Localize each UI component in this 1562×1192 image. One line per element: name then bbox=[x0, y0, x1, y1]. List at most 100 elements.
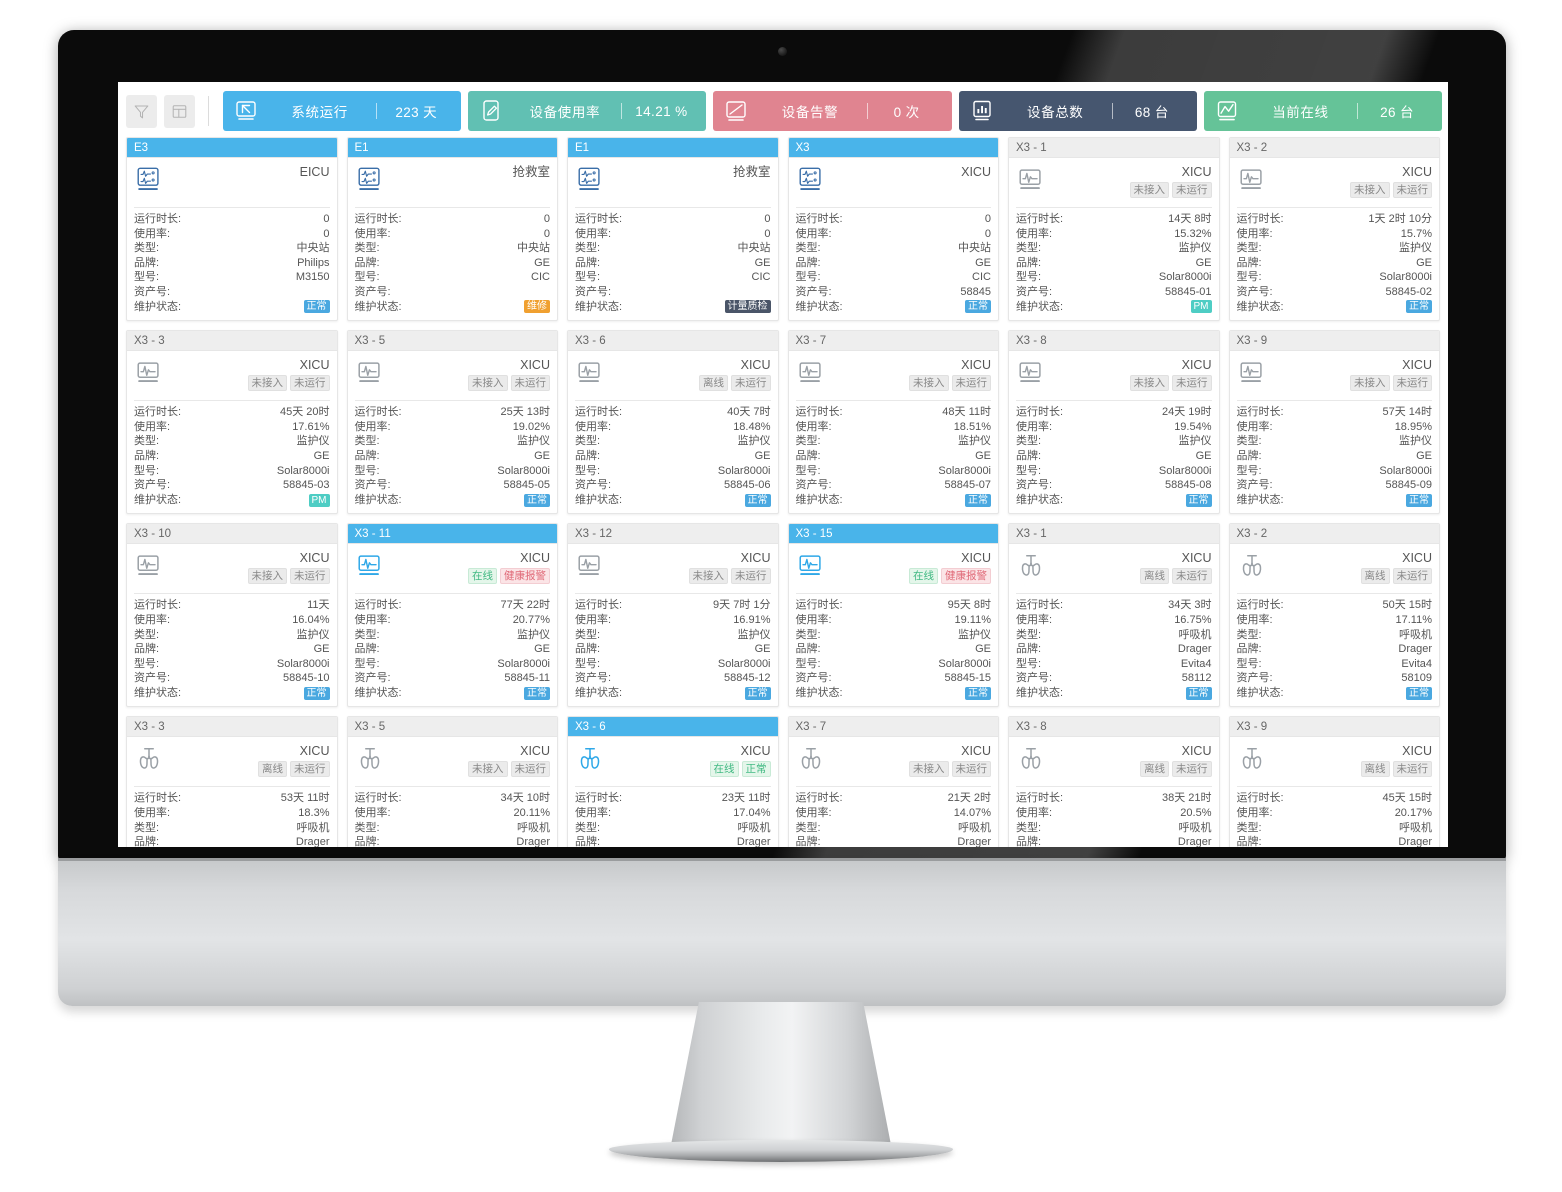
card-title[interactable]: X3 - 9 bbox=[1229, 331, 1439, 352]
runtime-row: 运行时长: 40天 7时 bbox=[575, 405, 771, 420]
kpi-5[interactable]: 当前在线 26 台 bbox=[1203, 91, 1443, 131]
runtime-row-value: 53天 11时 bbox=[280, 792, 330, 805]
card-title[interactable]: X3 - 6 bbox=[568, 717, 778, 738]
kpi-3[interactable]: 设备告警 0 次 bbox=[713, 91, 952, 131]
card-title[interactable]: X3 - 7 bbox=[788, 717, 998, 738]
card-title[interactable]: X3 - 1 bbox=[1009, 138, 1219, 158]
card-title[interactable]: X3 - 15 bbox=[788, 524, 998, 545]
kpi-2[interactable]: 设备使用率 14.21 % bbox=[468, 91, 707, 131]
status-tag: 离线 bbox=[699, 375, 728, 392]
device-card[interactable]: X3 - 9 XICU 未接入 未运行 运行时长: 57天 14时 使用率: 18… bbox=[1228, 330, 1440, 515]
device-card[interactable]: E1 抢救室 运行时长: 0 使用率: 0 bbox=[346, 137, 558, 322]
card-title[interactable]: X3 - 5 bbox=[347, 717, 557, 738]
card-status-area: XICU 未接入 未运行 bbox=[1129, 358, 1212, 392]
model-row: 型号: Solar8000i bbox=[1237, 464, 1433, 479]
brand-row: 品牌: GE bbox=[1016, 449, 1212, 464]
device-card[interactable]: X3 - 6 XICU 离线 未运行 运行时长: 40天 7时 使用率: 18.4… bbox=[567, 330, 779, 515]
card-title[interactable]: X3 - 3 bbox=[127, 331, 337, 352]
filter-button[interactable] bbox=[126, 94, 157, 128]
card-title[interactable]: X3 - 9 bbox=[1229, 717, 1439, 738]
device-card[interactable]: X3 - 3 XICU 未接入 未运行 运行时长: 45天 20时 使用率: 17… bbox=[126, 330, 338, 515]
usage-row-value: 0 bbox=[764, 227, 771, 240]
device-card[interactable]: X3 - 6 XICU 在线 正常 运行时长: 23天 11时 使用率: 17.0… bbox=[567, 716, 779, 847]
department-label: XICU bbox=[1181, 744, 1212, 759]
kpi-4[interactable]: 设备总数 68 台 bbox=[958, 91, 1197, 131]
device-card[interactable]: X3 - 2 XICU 未接入 未运行 运行时长: 1天 2时 10分 使用率: … bbox=[1228, 137, 1440, 322]
runtime-row-value: 21天 2时 bbox=[947, 792, 991, 805]
card-title[interactable]: X3 - 10 bbox=[127, 524, 337, 545]
card-title[interactable]: X3 - 2 bbox=[1229, 138, 1439, 158]
card-title[interactable]: X3 - 1 bbox=[1009, 524, 1219, 545]
device-card[interactable]: X3 - 1 XICU 离线 未运行 运行时长: 34天 3时 使用率: 16.7… bbox=[1008, 523, 1220, 708]
brand-row-label: 品牌: bbox=[1236, 449, 1262, 462]
device-card[interactable]: E3 EICU 运行时长: 0 使用率: 0 bbox=[126, 137, 338, 322]
card-title[interactable]: X3 - 11 bbox=[347, 524, 557, 545]
status-tag: 正常 bbox=[741, 761, 771, 778]
type-row-label: 类型: bbox=[575, 821, 601, 834]
runtime-row-value: 9天 7时 1分 bbox=[713, 599, 771, 612]
device-card[interactable]: X3 - 5 XICU 未接入 未运行 运行时长: 34天 10时 使用率: 20… bbox=[346, 716, 558, 847]
device-card[interactable]: X3 - 7 XICU 未接入 未运行 运行时长: 48天 11时 使用率: 18… bbox=[787, 330, 999, 515]
card-title[interactable]: X3 - 6 bbox=[568, 331, 778, 352]
usage-row-label: 使用率: bbox=[134, 807, 171, 820]
card-title[interactable]: X3 - 8 bbox=[1009, 331, 1219, 352]
maintenance-row-label: 维护状态: bbox=[1236, 300, 1284, 313]
card-title[interactable]: E3 bbox=[127, 138, 337, 158]
model-row-value: Solar8000i bbox=[497, 464, 550, 477]
card-title[interactable]: X3 - 2 bbox=[1229, 524, 1439, 545]
device-card[interactable]: X3 - 3 XICU 离线 未运行 运行时长: 53天 11时 使用率: 18.… bbox=[126, 716, 338, 847]
asset-row-value: 58845-07 bbox=[944, 479, 992, 492]
device-card[interactable]: X3 - 8 XICU 未接入 未运行 运行时长: 24天 19时 使用率: 19… bbox=[1008, 330, 1220, 515]
device-card[interactable]: X3 - 1 XICU 未接入 未运行 运行时长: 14天 8时 使用率: 15.… bbox=[1008, 137, 1220, 322]
card-title[interactable]: X3 - 5 bbox=[347, 331, 557, 352]
device-card[interactable]: X3 XICU 运行时长: 0 使用率: 0 bbox=[787, 137, 999, 322]
device-card[interactable]: X3 - 2 XICU 离线 未运行 运行时长: 50天 15时 使用率: 17.… bbox=[1228, 523, 1440, 708]
usage-row: 使用率: 19.54% bbox=[1016, 420, 1212, 435]
card-title[interactable]: X3 - 3 bbox=[127, 717, 337, 738]
card-title[interactable]: X3 - 7 bbox=[788, 331, 998, 352]
device-card[interactable]: X3 - 8 XICU 离线 未运行 运行时长: 38天 21时 使用率: 20.… bbox=[1008, 716, 1220, 847]
type-row-value: 监护仪 bbox=[1178, 242, 1212, 255]
device-card[interactable]: X3 - 9 XICU 离线 未运行 运行时长: 45天 15时 使用率: 20.… bbox=[1228, 716, 1440, 847]
status-tag: 未接入 bbox=[909, 761, 949, 778]
asset-row-label: 资产号: bbox=[575, 479, 612, 492]
device-card[interactable]: X3 - 10 XICU 未接入 未运行 运行时长: 11天 使用率: 16.04… bbox=[126, 523, 338, 708]
type-row-label: 类型: bbox=[134, 821, 160, 834]
usage-row-label: 使用率: bbox=[1016, 807, 1053, 820]
device-card[interactable]: X3 - 11 XICU 在线 健康报警 运行时长: 77天 22时 使用率: 2… bbox=[346, 523, 558, 708]
card-title[interactable]: E1 bbox=[568, 138, 778, 158]
runtime-row: 运行时长: 53天 11时 bbox=[134, 791, 330, 806]
brand-row: 品牌: Drager bbox=[575, 835, 771, 847]
card-title[interactable]: X3 - 8 bbox=[1009, 717, 1219, 738]
device-card[interactable]: X3 - 5 XICU 未接入 未运行 运行时长: 25天 13时 使用率: 19… bbox=[346, 330, 558, 515]
runtime-row: 运行时长: 1天 2时 10分 bbox=[1237, 212, 1433, 227]
model-row: 型号: Solar8000i bbox=[355, 657, 551, 672]
device-card[interactable]: X3 - 7 XICU 未接入 未运行 运行时长: 21天 2时 使用率: 14.… bbox=[787, 716, 999, 847]
kpi-1[interactable]: 系统运行 223 天 bbox=[223, 91, 462, 131]
card-field-list: 运行时长: 34天 10时 使用率: 20.11% 类型: 呼吸机 品牌: Dr… bbox=[348, 787, 558, 847]
card-title[interactable]: E1 bbox=[347, 138, 557, 158]
brand-row-value: GE bbox=[313, 449, 330, 462]
department-label: XICU bbox=[1402, 165, 1432, 179]
monitor-wave-icon bbox=[134, 358, 164, 388]
usage-row: 使用率: 18.48% bbox=[575, 420, 771, 435]
device-card[interactable]: X3 - 12 XICU 未接入 未运行 运行时长: 9天 7时 1分 使用率: … bbox=[567, 523, 779, 708]
layout-button[interactable] bbox=[164, 94, 195, 128]
usage-row-label: 使用率: bbox=[795, 420, 832, 433]
asset-row: 资产号: 58845-15 bbox=[796, 671, 992, 686]
device-card[interactable]: E1 抢救室 运行时长: 0 使用率: 0 bbox=[567, 137, 779, 322]
usage-row-label: 使用率: bbox=[1236, 807, 1273, 820]
toolbar-divider bbox=[208, 96, 209, 126]
runtime-row: 运行时长: 45天 15时 bbox=[1237, 791, 1433, 806]
asset-row-label: 资产号: bbox=[354, 285, 391, 298]
card-divider bbox=[575, 207, 771, 208]
card-title[interactable]: X3 bbox=[788, 138, 998, 158]
card-title[interactable]: X3 - 12 bbox=[568, 524, 778, 545]
type-row: 类型: 呼吸机 bbox=[796, 821, 992, 836]
type-row-value: 监护仪 bbox=[737, 435, 771, 448]
status-tag: 未运行 bbox=[1172, 182, 1212, 198]
card-field-list: 运行时长: 34天 3时 使用率: 16.75% 类型: 呼吸机 品牌: Dra… bbox=[1009, 594, 1219, 706]
device-card[interactable]: X3 - 15 XICU 在线 健康报警 运行时长: 95天 8时 使用率: 19… bbox=[787, 523, 999, 708]
type-row-label: 类型: bbox=[795, 628, 821, 641]
kpi-value: 68 台 bbox=[1134, 105, 1169, 120]
